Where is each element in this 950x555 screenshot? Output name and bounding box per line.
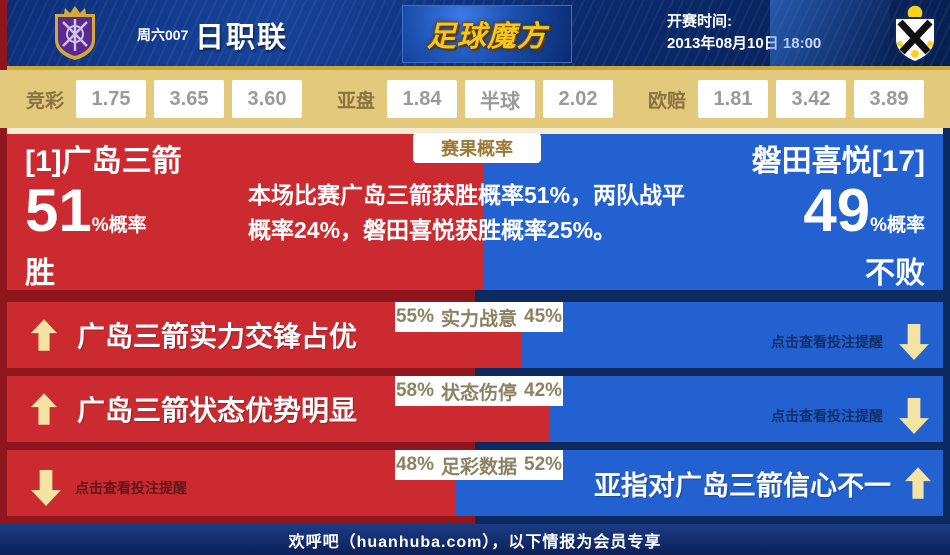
jubilo-iwata-crest-icon <box>894 4 936 64</box>
down-arrow-icon <box>899 398 929 434</box>
home-probability-background <box>7 134 485 290</box>
yapan-label: 亚盘 <box>336 90 375 112</box>
separator-line <box>7 128 943 134</box>
kickoff-label: 开赛时间: <box>667 13 732 30</box>
hint-label: 点击查看投注提醒 <box>771 334 883 350</box>
footer-text: 欢呼吧（huanhuba.com），以下情报为会员专享 <box>288 533 662 551</box>
match-code: 周六007 <box>137 27 189 43</box>
home-team-crest <box>33 4 117 67</box>
jingcai-label: 竞彩 <box>26 90 65 112</box>
form-factor-name: 状态伤停 <box>440 382 517 404</box>
kickoff-time: 开赛时间: 2013年08月10日 18:00 <box>667 11 821 55</box>
jingcai-draw-odds: 3.65 <box>154 80 225 118</box>
home-percent-suffix: %概率 <box>91 215 147 236</box>
odds-strip: 竞彩 1.75 3.65 3.60 亚盘 1.84 半球 2.02 欧赔 1.8… <box>0 70 950 128</box>
hint-label: 点击查看投注提醒 <box>771 408 883 424</box>
home-team-probability: [1]广岛三箭 51%概率 胜 <box>25 142 182 292</box>
jingcai-home-odds: 1.75 <box>76 80 147 118</box>
yapan-home-odds: 1.84 <box>387 80 457 118</box>
home-outcome: 胜 <box>25 257 55 290</box>
form-home-bar: 广岛三箭状态优势明显 <box>7 376 550 442</box>
form-percent-box: 58% 状态伤停 42% <box>395 376 563 406</box>
yapan-handicap: 半球 <box>465 80 535 118</box>
league-name: 日职联 <box>195 22 289 54</box>
pools-home-pct: 48% <box>395 454 434 475</box>
form-headline: 广岛三箭状态优势明显 <box>77 395 358 426</box>
factor-row-pools: 点击查看投注提醒 亚指对广岛三箭信心不一 48% 足彩数据 52% <box>7 450 943 516</box>
footer-bar: 欢呼吧（huanhuba.com），以下情报为会员专享 <box>0 524 950 555</box>
hint-label: 点击查看投注提醒 <box>75 480 187 496</box>
up-arrow-icon <box>31 319 57 351</box>
brand-logo: 足球魔方 <box>426 21 547 53</box>
away-outcome: 不败 <box>865 257 925 290</box>
probability-summary: 本场比赛广岛三箭获胜概率51%，两队战平概率24%，磐田喜悦获胜概率25%。 <box>248 182 686 243</box>
yapan-away-odds: 2.02 <box>543 80 613 118</box>
strength-factor-name: 实力战意 <box>440 308 517 330</box>
header-bar: 周六007 日职联 足球魔方 开赛时间: 2013年08月10日 18:00 <box>7 0 950 70</box>
away-unbeaten-percent: 49 <box>803 177 871 244</box>
up-arrow-icon <box>905 467 931 499</box>
result-probability-badge: 赛果概率 <box>413 133 541 163</box>
pools-percent-box: 48% 足彩数据 52% <box>395 450 563 480</box>
away-team-probability: 磐田喜悦[17] 49%概率 不败 <box>752 142 925 292</box>
form-home-pct: 58% <box>395 380 434 401</box>
odds-group-jingcai: 竞彩 1.75 3.65 3.60 <box>26 80 303 118</box>
brand-panel: 足球魔方 <box>402 5 572 63</box>
kickoff-value: 2013年08月10日 18:00 <box>667 35 822 52</box>
away-team-name: 磐田喜悦[17] <box>751 145 925 178</box>
oupei-label: 欧赔 <box>647 90 686 112</box>
oupei-home-odds: 1.81 <box>697 80 768 118</box>
pools-hint-button[interactable]: 点击查看投注提醒 <box>7 470 187 506</box>
strength-hint-button[interactable]: 点击查看投注提醒 <box>771 324 943 360</box>
strength-home-pct: 55% <box>395 306 434 327</box>
factor-row-strength: 广岛三箭实力交锋占优 点击查看投注提醒 55% 实力战意 45% <box>7 302 943 368</box>
home-win-percent: 51 <box>25 177 92 244</box>
home-team-name: [1]广岛三箭 <box>25 145 182 178</box>
odds-group-oupei: 欧赔 1.81 3.42 3.89 <box>648 80 924 118</box>
oupei-draw-odds: 3.42 <box>775 80 846 118</box>
sanfrecce-hiroshima-crest-icon <box>55 6 95 60</box>
odds-group-yapan: 亚盘 1.84 半球 2.02 <box>337 80 613 118</box>
strength-percent-box: 55% 实力战意 45% <box>395 302 563 332</box>
away-team-crest <box>886 4 944 69</box>
result-probability-section: 赛果概率 [1]广岛三箭 51%概率 胜 本场比赛广岛三箭获胜概率51%，两队战… <box>7 133 943 292</box>
jingcai-away-odds: 3.60 <box>232 80 303 118</box>
up-arrow-icon <box>31 393 57 425</box>
factor-row-form: 广岛三箭状态优势明显 点击查看投注提醒 58% 状态伤停 42% <box>7 376 943 442</box>
away-percent-suffix: %概率 <box>870 215 925 236</box>
pools-headline: 亚指对广岛三箭信心不一 <box>594 470 891 501</box>
strength-headline: 广岛三箭实力交锋占优 <box>77 321 358 352</box>
pools-factor-name: 足彩数据 <box>440 456 517 478</box>
form-away-bar: 点击查看投注提醒 <box>549 376 943 442</box>
form-away-pct: 42% <box>524 380 563 401</box>
away-probability-background <box>484 134 943 290</box>
form-hint-button[interactable]: 点击查看投注提醒 <box>771 398 943 434</box>
strength-away-pct: 45% <box>524 306 563 327</box>
oupei-away-odds: 3.89 <box>853 80 924 118</box>
strength-away-bar: 点击查看投注提醒 <box>521 302 943 368</box>
down-arrow-icon <box>899 324 929 360</box>
pools-away-pct: 52% <box>524 454 563 475</box>
pools-home-bar: 点击查看投注提醒 <box>7 450 457 516</box>
down-arrow-icon <box>31 470 61 506</box>
